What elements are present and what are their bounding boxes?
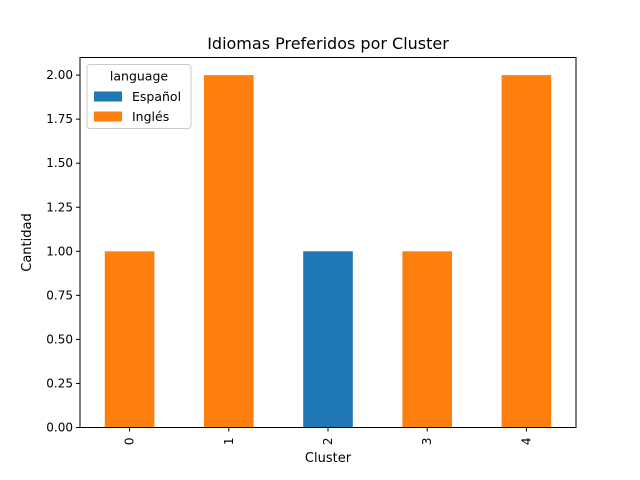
y-tick-label-1: 0.25 bbox=[46, 376, 73, 390]
x-tick-label-2: 2 bbox=[321, 438, 335, 446]
chart-title: Idiomas Preferidos por Cluster bbox=[207, 34, 449, 53]
x-tick-label-0: 0 bbox=[123, 438, 137, 446]
legend-swatch-1 bbox=[94, 111, 122, 122]
bar-cluster-2-series-0 bbox=[303, 251, 353, 428]
y-tick-label-4: 1.00 bbox=[46, 244, 73, 258]
y-tick-label-6: 1.50 bbox=[46, 156, 73, 170]
x-tick-label-4: 4 bbox=[519, 438, 533, 446]
y-tick-label-8: 2.00 bbox=[46, 68, 73, 82]
bar-cluster-3-series-1 bbox=[402, 251, 452, 428]
bars-group bbox=[104, 75, 552, 428]
x-tick-label-3: 3 bbox=[420, 438, 434, 446]
legend-swatch-0 bbox=[94, 91, 122, 102]
x-axis: 0 1 2 3 4 bbox=[123, 427, 533, 446]
y-tick-label-2: 0.50 bbox=[46, 332, 73, 346]
y-tick-label-7: 1.75 bbox=[46, 112, 73, 126]
y-tick-label-3: 0.75 bbox=[46, 288, 73, 302]
x-axis-title: Cluster bbox=[305, 451, 352, 466]
y-axis-title: Cantidad bbox=[20, 213, 35, 271]
bar-cluster-0-series-1 bbox=[104, 251, 155, 428]
y-tick-label-5: 1.25 bbox=[46, 200, 73, 214]
legend-label-0: Español bbox=[132, 89, 181, 104]
y-axis: 0.00 0.25 0.50 0.75 1.00 1.25 1.50 1.75 2.00 bbox=[46, 68, 80, 435]
bar-cluster-1-series-1 bbox=[204, 75, 254, 428]
legend-title: language bbox=[110, 69, 169, 84]
legend: language Español Inglés bbox=[86, 64, 192, 129]
legend-label-1: Inglés bbox=[132, 109, 169, 124]
plot-frame bbox=[79, 57, 577, 428]
bar-cluster-4-series-1 bbox=[501, 75, 552, 428]
x-tick-label-1: 1 bbox=[222, 438, 236, 446]
y-tick-label-0: 0.00 bbox=[46, 421, 73, 435]
